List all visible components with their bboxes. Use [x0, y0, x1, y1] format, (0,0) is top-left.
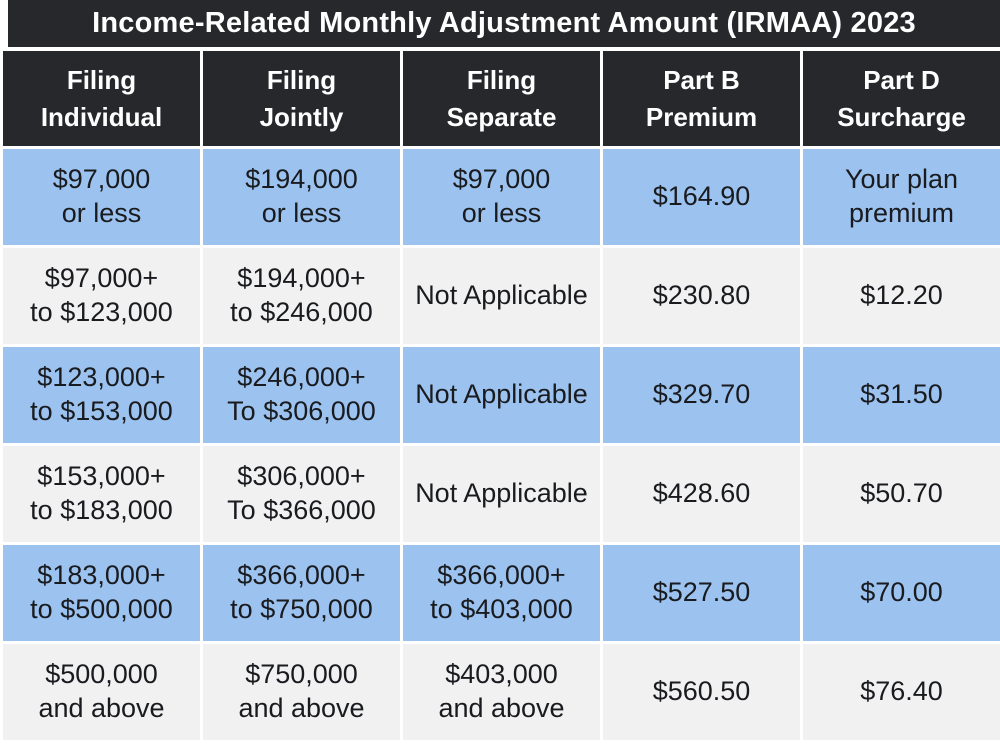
- table-cell: $500,000 and above: [3, 644, 200, 740]
- table-cell: $366,000+ to $750,000: [203, 545, 400, 641]
- table-cell: $97,000 or less: [3, 149, 200, 245]
- table-cell: $183,000+ to $500,000: [3, 545, 200, 641]
- table-cell: $403,000 and above: [403, 644, 600, 740]
- table-cell: $194,000 or less: [203, 149, 400, 245]
- table-cell: $306,000+ To $366,000: [203, 446, 400, 542]
- table-cell: $366,000+ to $403,000: [403, 545, 600, 641]
- table-cell: Not Applicable: [403, 446, 600, 542]
- table-title: Income-Related Monthly Adjustment Amount…: [8, 0, 1000, 47]
- table-cell: Your plan premium: [803, 149, 1000, 245]
- table-cell: $246,000+ To $306,000: [203, 347, 400, 443]
- column-header-part-d-surcharge: Part D Surcharge: [803, 51, 1000, 146]
- table-cell: $12.20: [803, 248, 1000, 344]
- table-cell: $329.70: [603, 347, 800, 443]
- table-cell: $123,000+ to $153,000: [3, 347, 200, 443]
- column-header-filing-separate: Filing Separate: [403, 51, 600, 146]
- table-cell: $428.60: [603, 446, 800, 542]
- table-cell: $153,000+ to $183,000: [3, 446, 200, 542]
- table-cell: $230.80: [603, 248, 800, 344]
- column-header-part-b-premium: Part B Premium: [603, 51, 800, 146]
- table-cell: $750,000 and above: [203, 644, 400, 740]
- column-header-filing-individual: Filing Individual: [3, 51, 200, 146]
- table-cell: $70.00: [803, 545, 1000, 641]
- table-cell: $31.50: [803, 347, 1000, 443]
- table-cell: $97,000 or less: [403, 149, 600, 245]
- table-grid: Filing Individual Filing Jointly Filing …: [0, 51, 1000, 740]
- table-cell: $194,000+ to $246,000: [203, 248, 400, 344]
- table-cell: $97,000+ to $123,000: [3, 248, 200, 344]
- table-cell: $527.50: [603, 545, 800, 641]
- table-cell: Not Applicable: [403, 347, 600, 443]
- table-cell: Not Applicable: [403, 248, 600, 344]
- table-cell: $76.40: [803, 644, 1000, 740]
- table-cell: $560.50: [603, 644, 800, 740]
- column-header-filing-jointly: Filing Jointly: [203, 51, 400, 146]
- table-cell: $50.70: [803, 446, 1000, 542]
- table-cell: $164.90: [603, 149, 800, 245]
